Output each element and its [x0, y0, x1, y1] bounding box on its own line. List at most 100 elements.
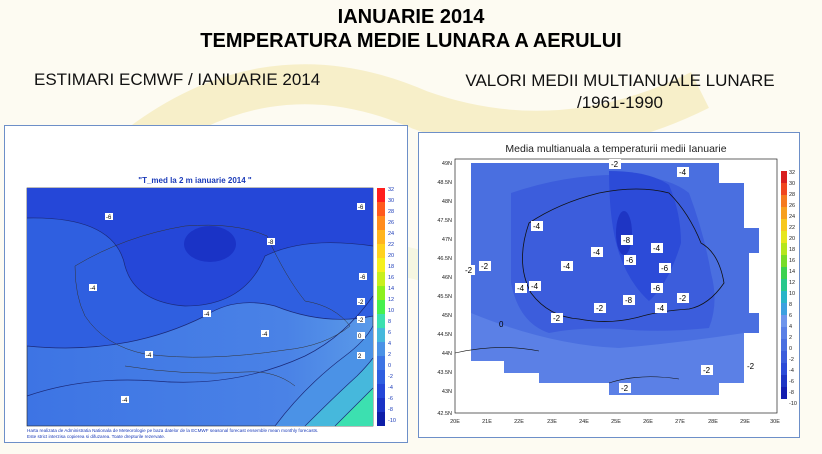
svg-text:25E: 25E [611, 419, 621, 425]
main-title-line1: IANUARIE 2014 [337, 6, 485, 28]
climatology-map: Media multianuala a temperaturii medii I… [437, 143, 797, 425]
svg-text:42.5N: 42.5N [437, 411, 452, 417]
svg-text:49N: 49N [442, 161, 452, 167]
svg-text:48N: 48N [442, 199, 452, 205]
subtitle-right: VALORI MEDII MULTIANUALE LUNARE /1961-19… [440, 70, 800, 114]
svg-text:46N: 46N [442, 275, 452, 281]
svg-text:0: 0 [388, 363, 391, 369]
svg-text:-4: -4 [593, 248, 601, 257]
svg-text:-6: -6 [661, 264, 669, 273]
svg-text:6: 6 [789, 313, 792, 319]
svg-text:-2: -2 [611, 160, 619, 169]
svg-text:-4: -4 [533, 222, 541, 231]
svg-text:-4: -4 [90, 286, 96, 292]
subtitle-right-line2: /1961-1990 [576, 93, 664, 112]
field-minus8 [616, 211, 632, 255]
svg-text:2: 2 [388, 352, 391, 358]
svg-text:47N: 47N [442, 237, 452, 243]
svg-text:-8: -8 [625, 296, 633, 305]
svg-text:-2: -2 [465, 266, 473, 275]
svg-text:28: 28 [789, 192, 795, 198]
country-border [522, 188, 725, 322]
ecmwf-map-panel: "T_med la 2 m ianuarie 2014 " -6 -8 -6 -… [4, 125, 408, 443]
svg-text:-2: -2 [553, 314, 561, 323]
svg-text:-4: -4 [679, 168, 687, 177]
svg-text:-10: -10 [388, 418, 396, 424]
svg-text:24E: 24E [579, 419, 589, 425]
svg-text:-4: -4 [653, 244, 661, 253]
svg-text:-2: -2 [621, 384, 629, 393]
climatology-colorbar-labels: 32 30 28 26 24 22 20 18 16 14 12 10 8 6 … [789, 170, 797, 407]
svg-text:30: 30 [789, 181, 795, 187]
svg-text:43.5N: 43.5N [437, 370, 452, 376]
svg-text:12: 12 [388, 297, 394, 303]
svg-text:28E: 28E [708, 419, 718, 425]
svg-text:-10: -10 [789, 401, 797, 407]
svg-text:-4: -4 [262, 332, 268, 338]
svg-text:-6: -6 [789, 379, 794, 385]
svg-text:24: 24 [388, 231, 394, 237]
svg-text:-4: -4 [657, 304, 665, 313]
svg-text:-8: -8 [388, 407, 393, 413]
band-minus8 [184, 226, 236, 262]
svg-text:24: 24 [789, 214, 795, 220]
svg-text:2: 2 [789, 335, 792, 341]
svg-text:8: 8 [789, 302, 792, 308]
climatology-colorbar [781, 171, 787, 399]
svg-text:22E: 22E [514, 419, 524, 425]
svg-text:20: 20 [789, 236, 795, 242]
svg-text:46.5N: 46.5N [437, 256, 452, 262]
ecmwf-footer-line1: Harta realizata de Administratia Nationa… [27, 428, 318, 433]
climatology-map-title: Media multianuala a temperaturii medii I… [505, 143, 726, 155]
ecmwf-footer-line2: Este strict interzisa copierea si difuza… [27, 434, 165, 439]
svg-text:-2: -2 [703, 366, 711, 375]
svg-text:12: 12 [789, 280, 795, 286]
svg-text:-4: -4 [122, 398, 128, 404]
ecmwf-map-title: "T_med la 2 m ianuarie 2014 " [138, 176, 252, 185]
svg-text:20: 20 [388, 253, 394, 259]
svg-text:26E: 26E [643, 419, 653, 425]
svg-text:-6: -6 [388, 396, 393, 402]
svg-text:-4: -4 [204, 312, 210, 318]
ecmwf-colorbar-labels: 32 30 28 26 24 22 20 18 16 14 12 10 8 6 … [388, 187, 396, 424]
svg-text:-2: -2 [747, 362, 755, 371]
svg-text:18: 18 [789, 247, 795, 253]
svg-text:14: 14 [789, 269, 795, 275]
svg-text:-8: -8 [623, 236, 631, 245]
field-0 [471, 313, 744, 395]
svg-text:26: 26 [388, 220, 394, 226]
svg-text:0: 0 [499, 320, 504, 329]
svg-text:43N: 43N [442, 389, 452, 395]
climatology-map-panel: Media multianuala a temperaturii medii I… [418, 132, 800, 438]
svg-text:-6: -6 [106, 215, 112, 221]
ecmwf-map: "T_med la 2 m ianuarie 2014 " -6 -8 -6 -… [26, 176, 396, 439]
svg-text:29E: 29E [740, 419, 750, 425]
svg-text:-6: -6 [360, 275, 366, 281]
svg-text:22: 22 [789, 225, 795, 231]
svg-text:-4: -4 [531, 282, 539, 291]
svg-text:0: 0 [789, 346, 792, 352]
svg-text:2: 2 [358, 354, 362, 360]
svg-text:20E: 20E [450, 419, 460, 425]
svg-text:-2: -2 [596, 304, 604, 313]
svg-text:48.5N: 48.5N [437, 180, 452, 186]
svg-text:10: 10 [789, 291, 795, 297]
svg-text:-2: -2 [679, 294, 687, 303]
svg-text:-2: -2 [358, 300, 364, 306]
subtitle-right-line1: VALORI MEDII MULTIANUALE LUNARE [465, 71, 775, 90]
svg-text:4: 4 [789, 324, 792, 330]
svg-text:45N: 45N [442, 313, 452, 319]
svg-text:-4: -4 [517, 284, 525, 293]
svg-text:27E: 27E [675, 419, 685, 425]
svg-text:8: 8 [388, 319, 391, 325]
svg-text:45.5N: 45.5N [437, 294, 452, 300]
svg-text:14: 14 [388, 286, 394, 292]
svg-text:-6: -6 [358, 205, 364, 211]
svg-text:21E: 21E [482, 419, 492, 425]
svg-text:0: 0 [358, 334, 362, 340]
svg-text:23E: 23E [547, 419, 557, 425]
svg-text:10: 10 [388, 308, 394, 314]
svg-text:-8: -8 [268, 240, 274, 246]
ecmwf-colorbar [377, 188, 385, 426]
svg-text:18: 18 [388, 264, 394, 270]
